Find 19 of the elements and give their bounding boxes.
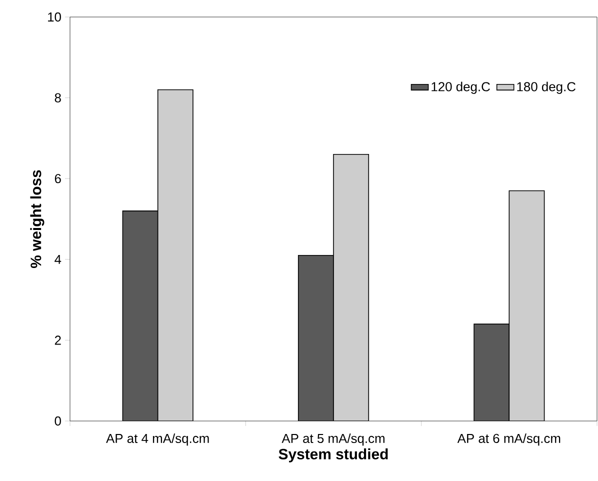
bar: [157, 89, 194, 421]
bar: [298, 254, 334, 421]
y-tick-label: 4: [54, 254, 62, 264]
bar: [508, 190, 545, 421]
bar: [122, 210, 158, 421]
y-tick-label: 0: [54, 416, 61, 426]
y-tick-label: 10: [48, 12, 61, 22]
legend-label: 120 deg.C: [432, 82, 490, 94]
y-tick-label: 6: [54, 174, 61, 184]
bar: [474, 324, 510, 421]
y-axis-title: % weight loss: [30, 170, 44, 268]
y-tick-label: 2: [54, 336, 61, 345]
x-tick-label: AP at 5 mA/sq.cm: [282, 434, 384, 446]
y-tick-label: 8: [54, 93, 61, 102]
bar: [333, 154, 370, 421]
x-axis-title: System studied: [278, 448, 388, 462]
x-tick-label: AP at 4 mA/sq.cm: [106, 434, 209, 446]
legend-label: 180 deg.C: [517, 82, 576, 94]
x-tick-label: AP at 6 mA/sq.cm: [457, 434, 560, 446]
